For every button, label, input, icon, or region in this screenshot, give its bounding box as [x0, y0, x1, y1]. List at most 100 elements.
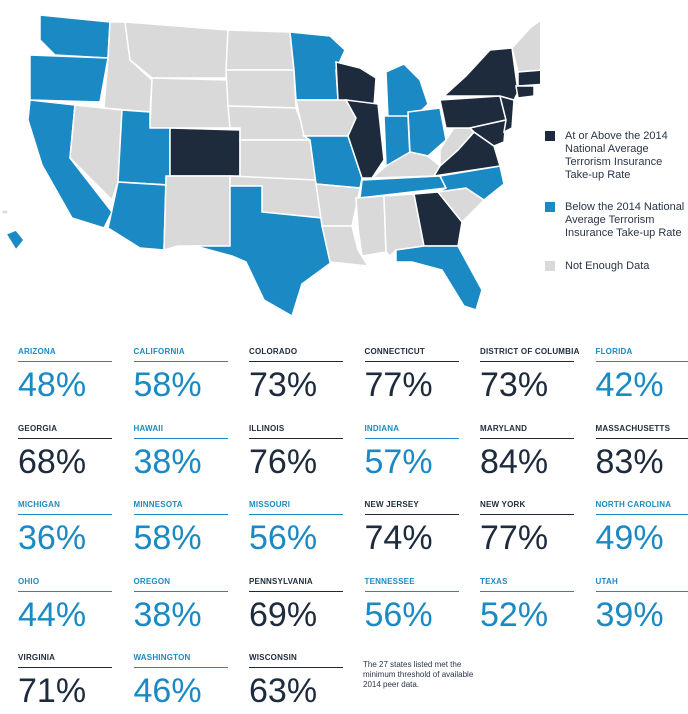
state-name: MICHIGAN	[18, 500, 112, 515]
state-name: INDIANA	[364, 424, 459, 439]
state-value: 56%	[249, 519, 318, 557]
state-value: 48%	[18, 366, 87, 404]
state-value: 58%	[133, 519, 202, 557]
state-cell: PENNSYLVANIA 69%	[249, 577, 343, 634]
legend-label: At or Above the 2014 National Average Te…	[565, 130, 668, 181]
state-il	[344, 99, 385, 179]
footnote: The 27 states listed met the minimum thr…	[363, 660, 474, 689]
state-value: 46%	[133, 672, 202, 710]
state-ia	[295, 99, 357, 137]
legend-swatch	[545, 131, 555, 141]
state-cell: ILLINOIS 76%	[249, 424, 343, 481]
state-sd	[225, 69, 297, 109]
state-cell: DISTRICT OF COLUMBIA 73%	[480, 347, 579, 404]
us-map	[1, 14, 540, 318]
state-name: HAWAII	[133, 424, 228, 439]
state-name: MISSOURI	[249, 500, 343, 515]
state-cell: MARYLAND 84%	[480, 424, 574, 481]
state-value: 56%	[364, 595, 433, 634]
state-value: 83%	[595, 442, 664, 481]
state-cell: WISCONSIN 63%	[249, 653, 343, 710]
state-cell: COLORADO 73%	[249, 347, 343, 404]
state-name: VIRGINIA	[18, 653, 112, 668]
state-value: 38%	[133, 442, 202, 481]
state-value: 58%	[133, 366, 202, 404]
state-ms	[355, 195, 387, 257]
state-name: MINNESOTA	[133, 500, 228, 515]
state-hi	[4, 229, 25, 252]
state-name: COLORADO	[249, 347, 343, 362]
state-nc	[437, 165, 505, 201]
state-cell: TEXAS 52%	[480, 577, 574, 634]
state-cell: GEORGIA 68%	[18, 424, 112, 481]
state-name: CALIFORNIA	[133, 347, 228, 362]
state-cell: OREGON 38%	[133, 577, 228, 634]
state-ga	[413, 191, 463, 247]
state-cell: HAWAII 38%	[133, 424, 228, 481]
state-nd	[225, 29, 295, 71]
state-oh	[407, 107, 447, 157]
state-wa	[39, 14, 111, 59]
state-new-england	[511, 19, 540, 73]
state-ne	[227, 105, 310, 141]
state-value: 74%	[364, 519, 433, 557]
state-name: WASHINGTON	[133, 653, 228, 668]
state-nv	[69, 104, 123, 202]
states	[1, 14, 540, 318]
state-value: 63%	[249, 672, 318, 710]
state-cell: ARIZONA 48%	[18, 347, 112, 404]
state-value: 38%	[133, 595, 202, 634]
legend-item: Below the 2014 National Average Terroris…	[545, 201, 685, 240]
state-cell: NORTH CAROLINA 49%	[595, 500, 688, 557]
state-nm	[163, 175, 231, 252]
state-ny	[442, 47, 519, 101]
state-value: 73%	[480, 366, 549, 404]
state-wy	[149, 77, 231, 129]
state-name: GEORGIA	[18, 424, 112, 439]
state-value: 57%	[364, 442, 433, 481]
state-md	[468, 119, 507, 147]
state-name: OHIO	[18, 577, 112, 592]
state-name: MASSACHUSETTS	[595, 424, 688, 439]
state-name: TENNESSEE	[364, 577, 459, 592]
state-name: NORTH CAROLINA	[595, 500, 688, 515]
state-ak-hint	[1, 209, 9, 215]
state-cell: MASSACHUSETTS 83%	[595, 424, 688, 481]
state-value: 49%	[595, 519, 664, 557]
state-wi	[335, 61, 377, 107]
state-name: TEXAS	[480, 577, 574, 592]
state-value: 44%	[18, 595, 87, 634]
state-co	[169, 127, 241, 177]
state-name: CONNECTICUT	[364, 347, 459, 362]
state-name: PENNSYLVANIA	[249, 577, 343, 592]
legend-item: Not Enough Data	[545, 260, 685, 273]
state-cell: MISSOURI 56%	[249, 500, 343, 557]
state-cell: OHIO 44%	[18, 577, 112, 634]
state-cell: TENNESSEE 56%	[364, 577, 459, 634]
state-cell: WASHINGTON 46%	[133, 653, 228, 710]
state-value: 69%	[249, 595, 318, 634]
state-value: 84%	[480, 442, 549, 481]
state-cell: CONNECTICUT 77%	[364, 347, 459, 404]
state-value: 77%	[480, 519, 549, 557]
state-name: WISCONSIN	[249, 653, 343, 668]
state-value: 68%	[18, 442, 87, 481]
state-value: 71%	[18, 672, 87, 710]
state-name: DISTRICT OF COLUMBIA	[480, 347, 579, 362]
state-name: NEW YORK	[480, 500, 574, 515]
state-value: 77%	[364, 366, 433, 404]
state-name: FLORIDA	[595, 347, 688, 362]
state-value: 52%	[480, 595, 549, 634]
state-cell: UTAH 39%	[595, 577, 688, 634]
state-name: NEW JERSEY	[364, 500, 459, 515]
state-cell: NEW JERSEY 74%	[364, 500, 459, 557]
legend-swatch	[545, 261, 555, 271]
state-la	[321, 225, 370, 267]
state-or	[29, 54, 109, 103]
legend-label: Not Enough Data	[565, 260, 650, 272]
state-cell: MINNESOTA 58%	[133, 500, 228, 557]
state-ma	[517, 69, 540, 87]
state-mt	[124, 21, 229, 79]
state-tx	[194, 185, 333, 318]
